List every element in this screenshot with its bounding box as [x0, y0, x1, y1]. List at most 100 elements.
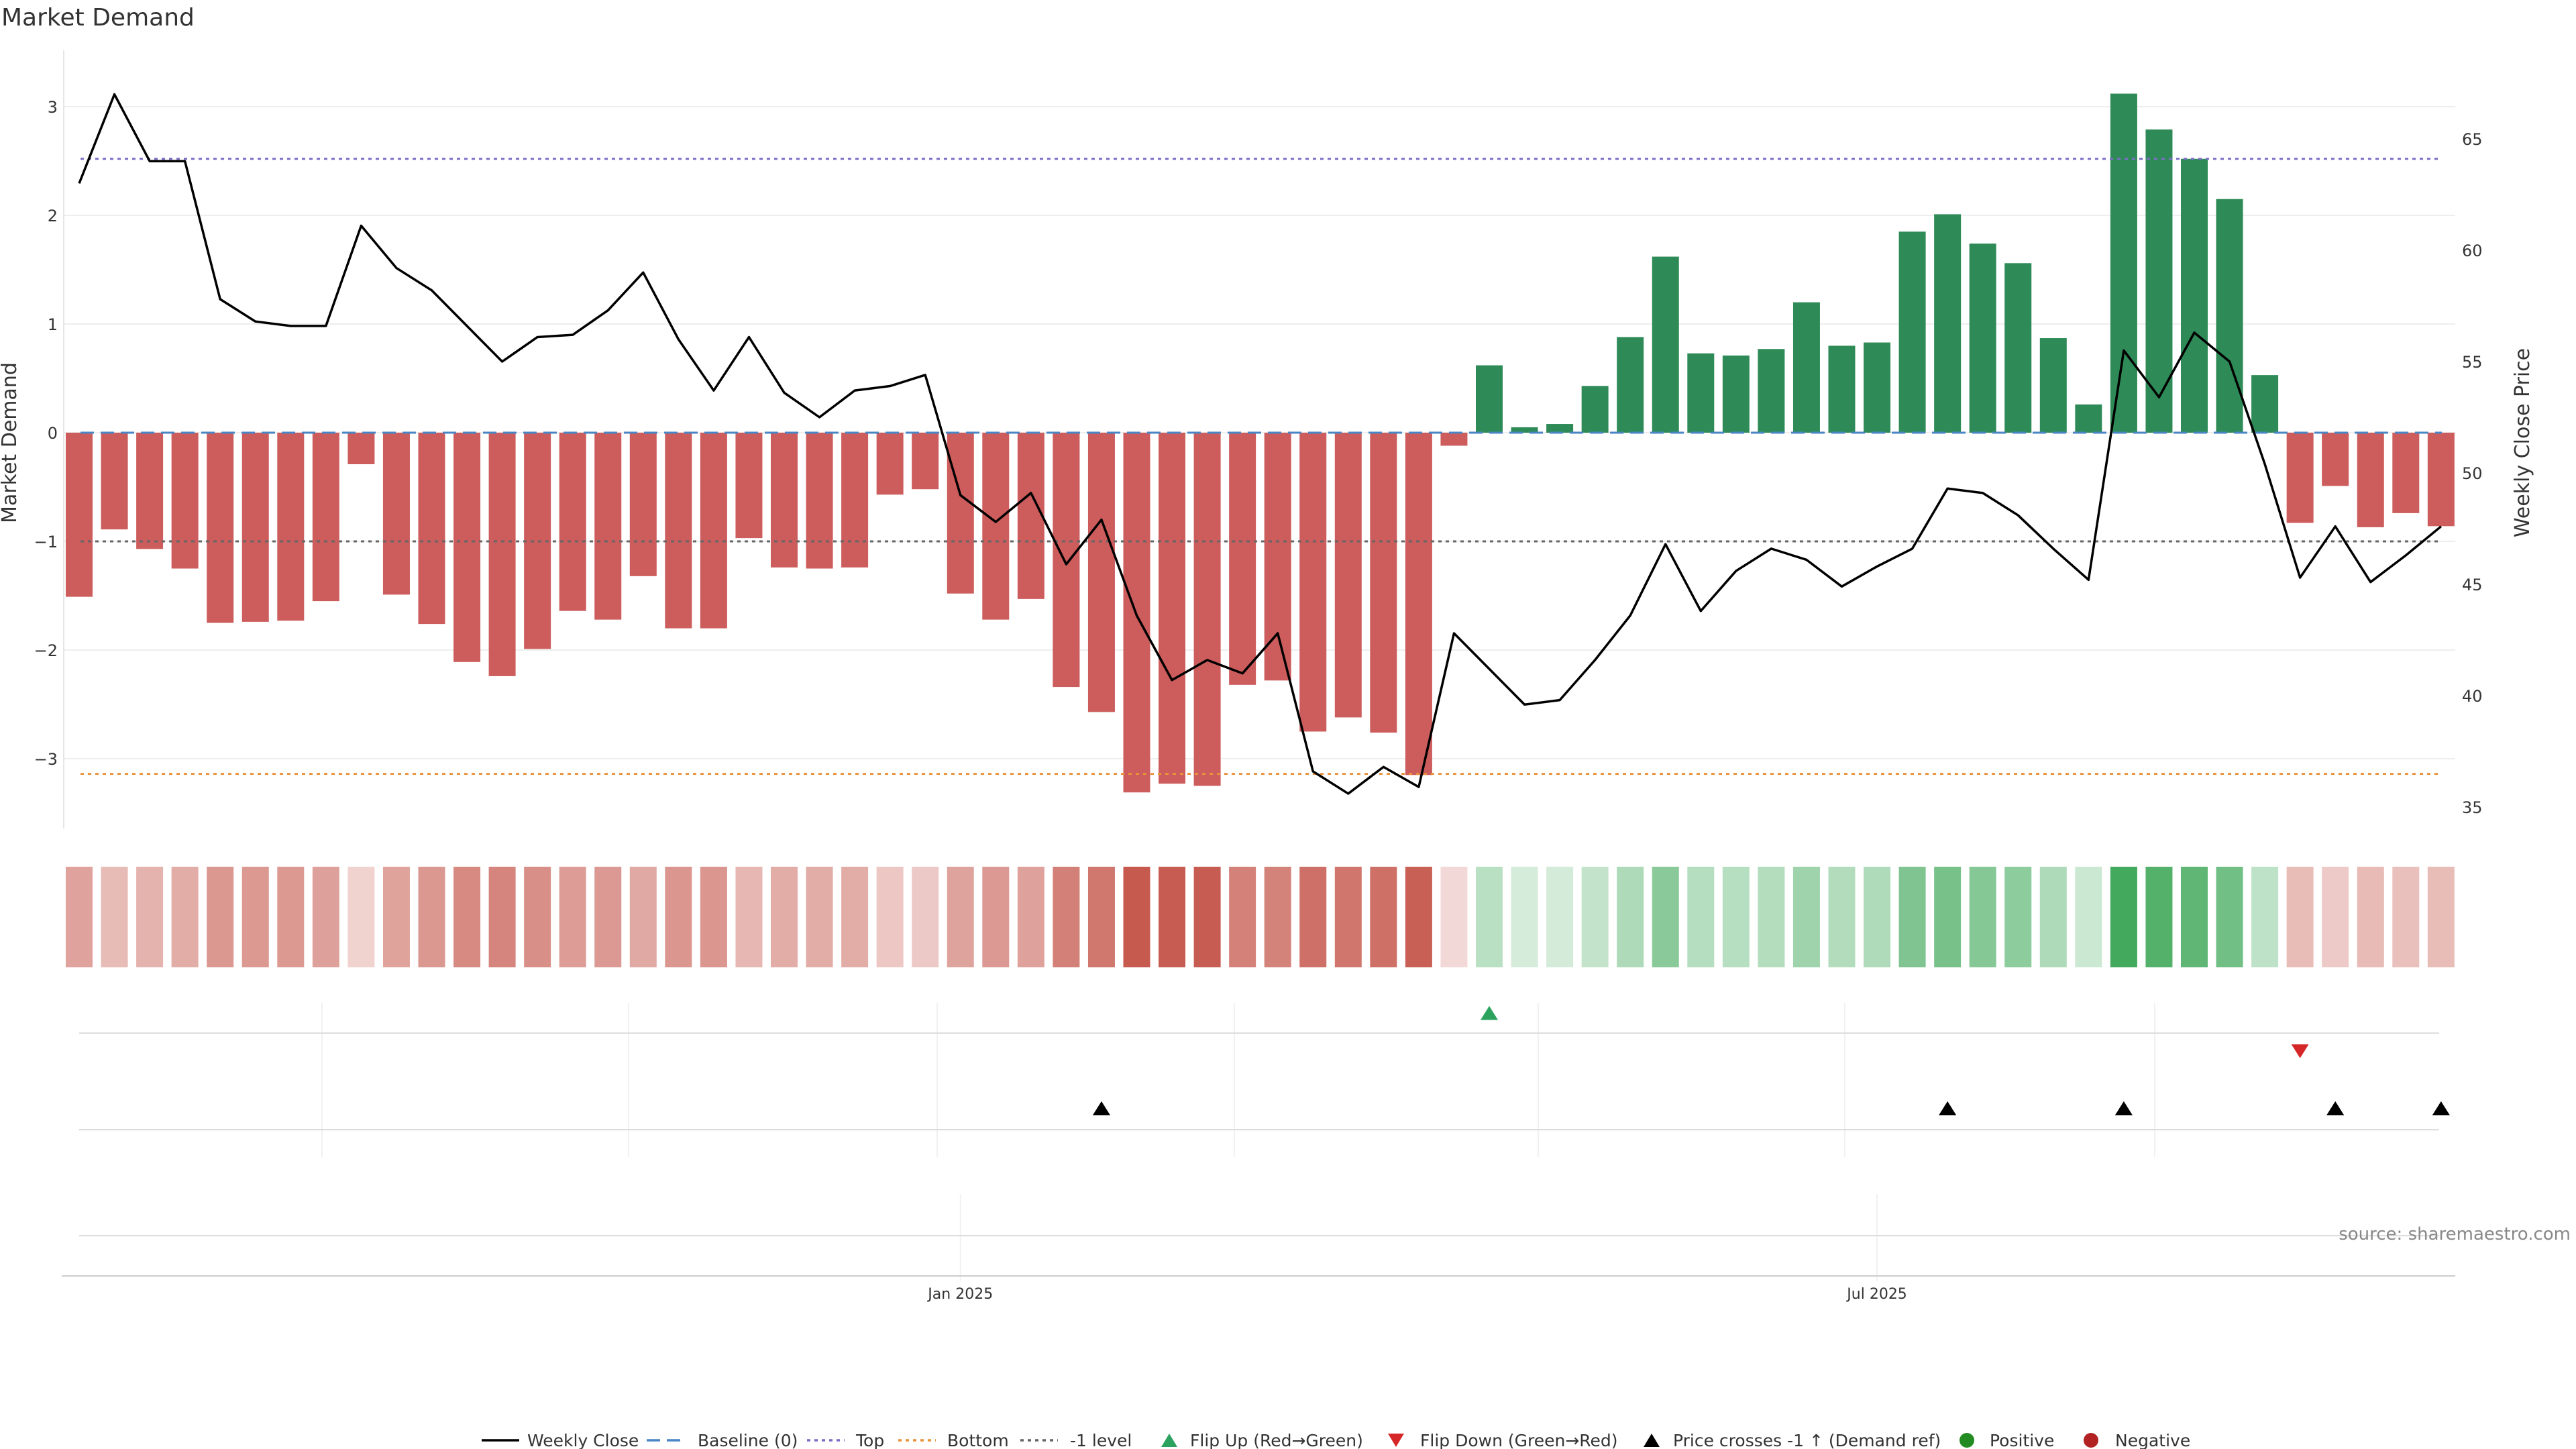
heat-cell — [1370, 867, 1397, 967]
demand-bar — [1828, 345, 1856, 433]
demand-bar — [2322, 433, 2349, 486]
heat-cell — [66, 867, 93, 967]
price-cross-marker — [2432, 1101, 2450, 1116]
y-tick-label: 0 — [48, 424, 58, 443]
heat-cell — [912, 867, 939, 967]
legend-symbol — [1644, 1434, 1660, 1447]
demand-bar — [1758, 349, 1785, 433]
demand-bar — [1264, 433, 1291, 681]
demand-bar — [1476, 365, 1503, 433]
demand-bar — [66, 433, 93, 597]
heat-cell — [1792, 867, 1820, 967]
heat-cell — [524, 867, 551, 967]
heat-cell — [1123, 867, 1150, 967]
demand-bar — [1792, 302, 1820, 433]
demand-bar — [418, 433, 445, 625]
demand-bar — [912, 433, 939, 490]
heat-cell — [347, 867, 375, 967]
heat-cell — [2145, 867, 2173, 967]
price-cross-marker — [2326, 1101, 2345, 1116]
legend-label: Baseline (0) — [698, 1431, 798, 1449]
heat-cell — [1229, 867, 1256, 967]
heat-cell — [1758, 867, 1785, 967]
demand-bar — [665, 433, 692, 629]
demand-bar — [806, 433, 833, 569]
heat-cell — [1087, 867, 1115, 967]
y2-tick-label: 65 — [2462, 130, 2483, 149]
demand-bar — [1864, 342, 1891, 433]
demand-bar — [559, 433, 586, 611]
heat-cell — [629, 867, 657, 967]
heat-cell — [1476, 867, 1503, 967]
demand-bar — [1511, 427, 1538, 433]
heat-cell — [771, 867, 798, 967]
y2-tick-label: 45 — [2462, 576, 2483, 594]
demand-bar — [277, 433, 305, 621]
demand-bar — [2004, 263, 2032, 433]
demand-bar — [2251, 375, 2279, 433]
heat-cell — [1687, 867, 1715, 967]
demand-bar — [876, 433, 904, 495]
heat-cell — [1864, 867, 1891, 967]
heat-cell — [2251, 867, 2279, 967]
demand-bar — [735, 433, 763, 539]
demand-bar — [2039, 338, 2067, 433]
heat-cell — [1053, 867, 1080, 967]
y-tick-label: −2 — [34, 641, 58, 660]
heat-cell — [1193, 867, 1221, 967]
heat-cell — [136, 867, 164, 967]
heat-cell — [1017, 867, 1044, 967]
price-cross-marker — [1092, 1101, 1110, 1116]
demand-bar — [1087, 433, 1115, 712]
heat-cell — [2181, 867, 2208, 967]
demand-bar — [488, 433, 516, 676]
heat-cell — [2004, 867, 2032, 967]
heat-cell — [1299, 867, 1327, 967]
heat-cell — [735, 867, 763, 967]
demand-bar — [771, 433, 798, 568]
legend-symbol — [1960, 1433, 1974, 1448]
y-tick-label: −1 — [34, 533, 58, 551]
heat-cell — [277, 867, 305, 967]
heat-cell — [1828, 867, 1856, 967]
heat-cell — [1334, 867, 1362, 967]
demand-bar — [700, 433, 727, 629]
heat-cell — [2322, 867, 2349, 967]
heat-cell — [1511, 867, 1538, 967]
demand-bar — [1299, 433, 1327, 732]
legend-label: -1 level — [1070, 1431, 1132, 1449]
legend-label: Price crosses -1 ↑ (Demand ref) — [1673, 1431, 1941, 1449]
demand-bar — [1934, 214, 1962, 433]
legend-label: Flip Up (Red→Green) — [1190, 1431, 1363, 1449]
heat-cell — [418, 867, 445, 967]
heat-cell — [2039, 867, 2067, 967]
legend-label: Negative — [2115, 1431, 2190, 1449]
heat-cell — [806, 867, 833, 967]
demand-bar — [2110, 93, 2137, 433]
legend-label: Weekly Close — [527, 1431, 639, 1449]
heat-cell — [841, 867, 869, 967]
demand-bar — [1898, 231, 1926, 433]
demand-bar — [1370, 433, 1397, 733]
heat-cell — [207, 867, 234, 967]
legend-symbol — [2084, 1433, 2098, 1448]
heat-cell — [2216, 867, 2243, 967]
y2-tick-label: 55 — [2462, 353, 2483, 372]
heat-cell — [1617, 867, 1644, 967]
heat-cell — [1440, 867, 1468, 967]
demand-bar — [1722, 355, 1750, 433]
heat-cell — [2392, 867, 2420, 967]
heat-cell — [2427, 867, 2455, 967]
heat-cell — [1159, 867, 1186, 967]
x-tick-label: Jul 2025 — [1845, 1286, 1907, 1303]
flip-up-marker — [1481, 1006, 1498, 1020]
demand-bar — [453, 433, 481, 662]
demand-bar — [1017, 433, 1044, 599]
demand-bar — [312, 433, 339, 602]
demand-bar — [2392, 433, 2420, 513]
y-tick-label: 3 — [48, 98, 58, 117]
y2-tick-label: 50 — [2462, 464, 2483, 483]
demand-bar — [2357, 433, 2384, 527]
demand-bar — [2145, 129, 2173, 433]
heat-cell — [982, 867, 1010, 967]
